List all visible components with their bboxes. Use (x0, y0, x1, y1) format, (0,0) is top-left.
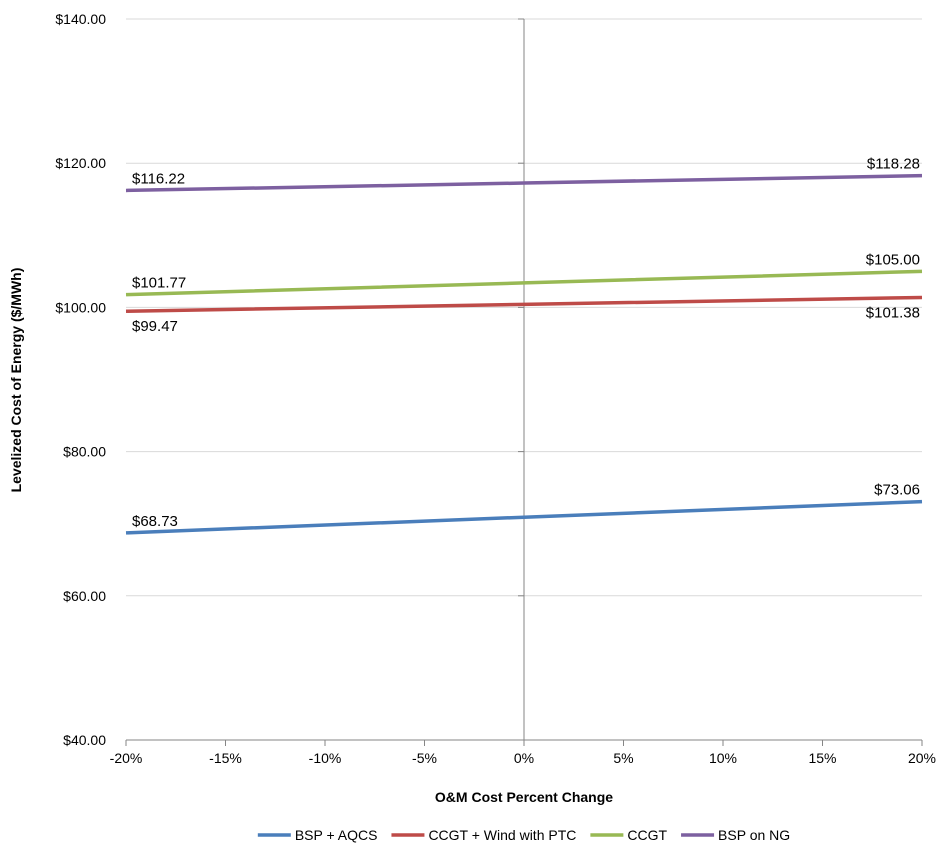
x-tick-label: 0% (514, 750, 534, 766)
y-tick-label: $120.00 (55, 155, 106, 171)
legend-label: CCGT + Wind with PTC (428, 827, 576, 843)
x-tick-label: -10% (309, 750, 342, 766)
x-tick-label: -15% (209, 750, 242, 766)
legend: BSP + AQCS CCGT + Wind with PTC CCGT BSP on… (257, 827, 790, 843)
legend-label: CCGT (627, 827, 667, 843)
y-tick-label: $40.00 (63, 732, 106, 748)
legend-label: BSP + AQCS (295, 827, 378, 843)
y-axis-title: Levelized Cost of Energy ($/MWh) (8, 268, 24, 493)
data-label: $68.73 (132, 513, 178, 530)
y-tick-label: $60.00 (63, 588, 106, 604)
data-label: $118.28 (867, 156, 920, 173)
x-tick-label: 20% (908, 750, 936, 766)
x-tick-label: 5% (613, 750, 633, 766)
series-line (125, 269, 923, 297)
data-label: $101.77 (132, 275, 186, 292)
y-tick-label: $140.00 (55, 11, 106, 27)
data-label: $99.47 (132, 318, 178, 335)
x-tick-label: 15% (808, 750, 836, 766)
x-tick-label: -5% (412, 750, 437, 766)
series-line (125, 295, 923, 313)
data-label: $73.06 (874, 482, 920, 499)
axes: $40.00 $60.00 $80.00 $100.00 $120.00 $140.00 -… (55, 11, 936, 766)
y-tick-label: $80.00 (63, 444, 106, 460)
data-label: $105.00 (866, 251, 920, 268)
series-line (125, 499, 923, 535)
x-tick-label: -20% (110, 750, 143, 766)
x-axis-title: O&M Cost Percent Change (435, 789, 613, 805)
data-labels: $68.73 $73.06 $99.47 $101.38 $101.77 $105.00 $… (132, 156, 920, 530)
data-label: $116.22 (132, 170, 185, 187)
series-lines (125, 173, 923, 535)
legend-label: BSP on NG (718, 827, 790, 843)
x-tick-label: 10% (709, 750, 737, 766)
series-line (125, 173, 923, 193)
data-label: $101.38 (866, 304, 920, 321)
y-tick-label: $100.00 (55, 299, 106, 315)
